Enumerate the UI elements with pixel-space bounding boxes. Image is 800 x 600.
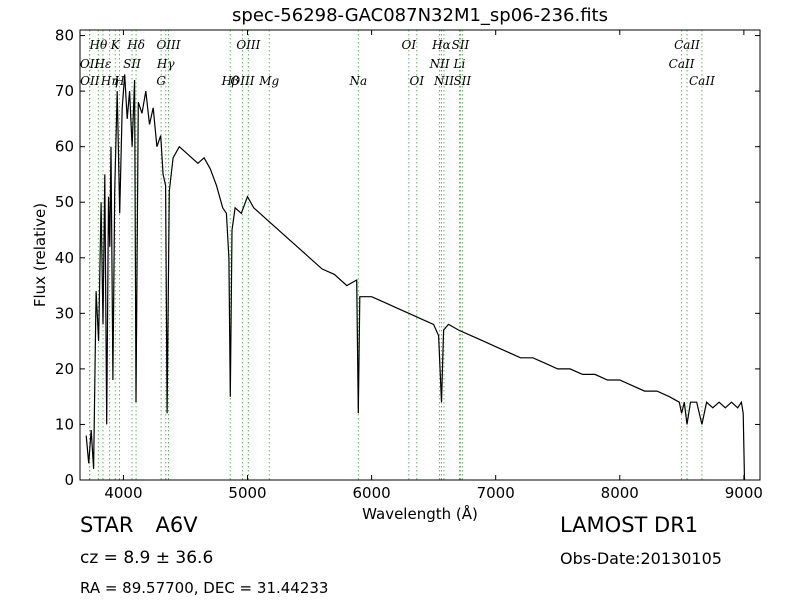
y-axis-ticks: 0 10 20 30 40 50 60 70 80 bbox=[55, 27, 760, 489]
spectral-line-label-2: Hδ bbox=[126, 38, 145, 52]
x-tick-label-5: 9000 bbox=[725, 484, 763, 502]
y-tick-label-6: 60 bbox=[55, 138, 74, 156]
spectral-line-markers bbox=[89, 30, 703, 480]
spectral-line-label-15: CaII bbox=[669, 57, 695, 71]
y-tick-label-8: 80 bbox=[55, 27, 74, 45]
spectral-line-label-12: Hγ bbox=[156, 57, 175, 71]
spectral-line-label-5: OI bbox=[402, 38, 417, 52]
spectral-line-label-8: CaII bbox=[674, 38, 700, 52]
spectral-line-label-11: SII bbox=[123, 57, 141, 71]
spectral-line-label-17: Hη bbox=[100, 74, 119, 88]
chart-title: spec-56298-GAC087N32M1_sp06-236.fits bbox=[232, 5, 608, 26]
spectral-line-label-0: Hθ bbox=[89, 38, 108, 52]
x-tick-label-2: 6000 bbox=[353, 484, 391, 502]
x-tick-label-3: 7000 bbox=[477, 484, 515, 502]
y-tick-label-7: 70 bbox=[55, 82, 74, 100]
spectral-line-label-23: Na bbox=[349, 74, 368, 88]
spectral-line-label-14: Li bbox=[453, 57, 466, 71]
spectral-line-label-18: H bbox=[113, 74, 125, 88]
y-tick-label-1: 10 bbox=[55, 415, 74, 433]
spectral-line-label-1: K bbox=[110, 38, 121, 52]
spectral-line-label-3: OIII bbox=[156, 38, 180, 52]
survey-name: LAMOST DR1 bbox=[560, 513, 699, 537]
spectral-line-label-16: OII bbox=[80, 74, 100, 88]
spectral-line-label-13: NII bbox=[429, 57, 450, 71]
y-tick-label-3: 30 bbox=[55, 304, 74, 322]
spectral-line-label-22: Mg bbox=[258, 74, 279, 88]
y-tick-label-4: 40 bbox=[55, 249, 74, 267]
spectral-line-label-24: OI bbox=[409, 74, 424, 88]
spectral-line-label-10: Hε bbox=[94, 57, 112, 71]
spectral-line-label-9: OII bbox=[80, 57, 100, 71]
y-tick-label-2: 20 bbox=[55, 360, 74, 378]
x-tick-label-4: 8000 bbox=[601, 484, 639, 502]
spectral-line-label-19: G bbox=[156, 74, 166, 88]
spectral-line-label-27: CaII bbox=[689, 74, 715, 88]
spectral-line-label-25: NII bbox=[433, 74, 454, 88]
observation-date: Obs-Date:20130105 bbox=[560, 549, 722, 568]
spectral-line-label-7: SII bbox=[452, 38, 470, 52]
spectrum-series-line bbox=[85, 74, 746, 481]
object-classification: STAR A6V bbox=[80, 513, 198, 537]
ra-dec-coordinates: RA = 89.57700, DEC = 31.44233 bbox=[80, 579, 329, 597]
plot-frame bbox=[79, 29, 761, 481]
x-tick-label-0: 4000 bbox=[104, 484, 142, 502]
x-axis-label: Wavelength (Å) bbox=[362, 505, 478, 523]
y-axis-label: Flux (relative) bbox=[31, 202, 49, 308]
y-tick-label-5: 50 bbox=[55, 193, 74, 211]
object-class: STAR bbox=[80, 513, 134, 537]
redshift-cz: cz = 8.9 ± 36.6 bbox=[80, 548, 214, 568]
spectral-line-label-21: OIII bbox=[230, 74, 254, 88]
object-subclass: A6V bbox=[155, 513, 198, 537]
spectral-line-label-20: Hβ bbox=[221, 74, 239, 88]
y-tick-label-0: 0 bbox=[64, 471, 74, 489]
x-axis-ticks: 4000 5000 6000 7000 8000 9000 bbox=[104, 30, 763, 502]
spectral-line-label-4: OIII bbox=[236, 38, 260, 52]
spectral-line-label-26: SII bbox=[453, 74, 471, 88]
x-tick-label-1: 5000 bbox=[228, 484, 266, 502]
spectral-line-label-6: Hα bbox=[431, 38, 451, 52]
